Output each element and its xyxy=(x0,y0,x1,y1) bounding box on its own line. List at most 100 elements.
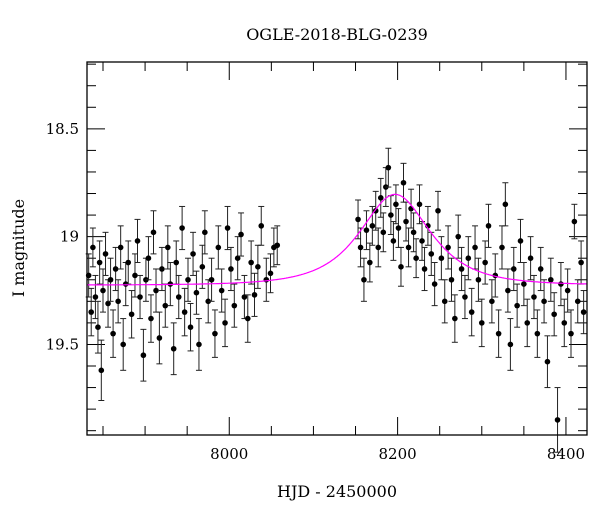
data-point xyxy=(468,287,475,337)
point-marker xyxy=(419,238,425,244)
data-point xyxy=(451,294,458,343)
point-marker xyxy=(238,231,244,238)
data-point xyxy=(482,240,489,285)
point-marker xyxy=(263,276,270,283)
data-point xyxy=(244,294,251,343)
point-marker xyxy=(455,233,462,240)
point-marker xyxy=(162,302,169,309)
data-point xyxy=(390,221,397,261)
point-marker xyxy=(478,320,485,326)
data-point xyxy=(571,203,578,240)
point-marker xyxy=(228,266,234,272)
point-marker xyxy=(390,238,397,244)
point-marker xyxy=(452,315,458,322)
point-marker xyxy=(357,244,364,251)
point-marker xyxy=(416,201,423,208)
data-point xyxy=(369,205,376,246)
point-marker xyxy=(110,330,116,337)
y-axis-label: I magnitude xyxy=(9,199,28,297)
data-point xyxy=(419,221,426,261)
x-tick-label: 8200 xyxy=(379,445,417,463)
data-point xyxy=(547,257,554,302)
point-marker xyxy=(125,259,132,266)
point-marker xyxy=(212,330,218,337)
point-marker xyxy=(193,289,200,296)
point-marker xyxy=(361,276,367,283)
data-point xyxy=(355,199,362,240)
point-marker xyxy=(548,276,554,283)
data-point xyxy=(492,253,499,298)
data-point xyxy=(164,225,171,270)
data-point xyxy=(88,287,95,337)
point-marker xyxy=(128,311,135,318)
data-point xyxy=(485,203,492,248)
point-marker xyxy=(179,225,185,231)
data-point xyxy=(211,309,218,358)
y-tick-label: 19 xyxy=(60,228,79,246)
point-marker xyxy=(537,266,544,272)
data-point xyxy=(274,225,281,266)
point-marker xyxy=(205,298,212,305)
data-point xyxy=(199,244,206,289)
point-marker xyxy=(150,229,157,236)
data-point xyxy=(578,240,585,285)
data-point xyxy=(201,210,208,255)
data-point xyxy=(375,227,382,268)
point-marker xyxy=(134,238,141,244)
data-point xyxy=(125,240,132,285)
data-point xyxy=(215,225,222,270)
point-marker xyxy=(102,251,109,257)
point-marker xyxy=(489,298,495,305)
point-marker xyxy=(448,276,455,283)
data-point xyxy=(495,309,502,358)
point-marker xyxy=(181,309,188,315)
point-marker xyxy=(153,287,159,294)
point-marker xyxy=(514,302,520,309)
data-point xyxy=(438,236,445,281)
data-point xyxy=(530,274,537,320)
data-point xyxy=(377,177,384,218)
data-point xyxy=(534,309,541,358)
data-point xyxy=(96,240,103,285)
point-marker xyxy=(92,294,99,300)
data-point xyxy=(524,298,531,348)
point-marker xyxy=(88,309,95,315)
data-point xyxy=(445,225,452,270)
point-marker xyxy=(554,417,561,423)
point-marker xyxy=(267,270,274,277)
point-marker xyxy=(369,223,376,229)
point-marker xyxy=(482,259,488,266)
data-point xyxy=(441,279,448,324)
point-marker xyxy=(215,244,222,251)
data-point xyxy=(502,182,509,227)
point-marker xyxy=(222,320,228,326)
data-point xyxy=(416,184,423,225)
point-marker xyxy=(510,266,517,272)
data-point xyxy=(158,246,165,292)
point-marker xyxy=(117,244,124,251)
point-marker xyxy=(517,238,524,244)
data-point xyxy=(107,257,114,302)
data-point xyxy=(498,225,505,270)
data-point xyxy=(574,279,581,324)
data-point xyxy=(98,339,105,402)
data-point xyxy=(410,212,417,253)
data-point xyxy=(181,287,188,337)
data-point xyxy=(380,212,387,253)
point-marker xyxy=(531,294,537,300)
data-point xyxy=(435,190,442,231)
data-point xyxy=(580,290,587,335)
point-marker xyxy=(196,341,202,348)
point-marker xyxy=(462,294,468,300)
point-marker xyxy=(544,358,551,365)
data-point xyxy=(568,309,575,358)
data-point xyxy=(537,246,544,292)
point-marker xyxy=(140,352,147,359)
point-marker xyxy=(561,320,568,326)
point-marker xyxy=(388,212,394,218)
data-point xyxy=(190,231,197,276)
point-marker xyxy=(521,281,527,287)
point-marker xyxy=(541,298,547,305)
data-point xyxy=(363,210,370,251)
